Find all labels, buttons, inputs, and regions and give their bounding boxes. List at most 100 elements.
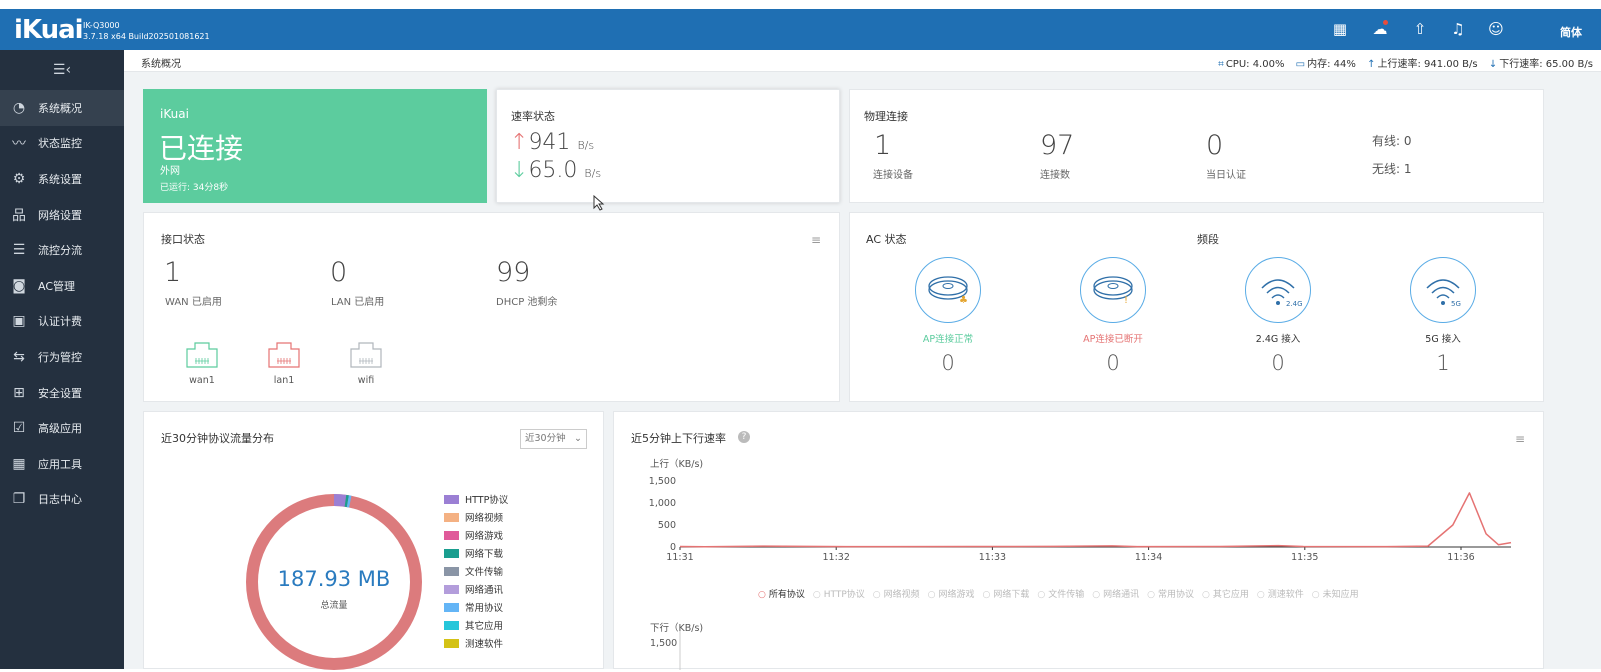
firewall-icon: ⊞: [0, 385, 38, 401]
rate-legend-item[interactable]: ○常用协议: [1147, 590, 1194, 600]
sidebar-item-5[interactable]: ◙AC管理: [0, 268, 124, 304]
breadcrumb: 系统概况: [141, 55, 181, 70]
legend-item[interactable]: 其它应用: [444, 618, 503, 632]
legend-item[interactable]: 网络游戏: [444, 528, 503, 542]
speed-title: 速率状态: [511, 108, 555, 124]
iface-title: 接口状态: [161, 231, 205, 247]
sidebar-item-10[interactable]: ▦应用工具: [0, 446, 124, 482]
total-traffic: 187.93 MB: [274, 567, 394, 591]
sidebar-item-9[interactable]: ☑高级应用: [0, 410, 124, 446]
sidebar-item-label: 安全设置: [38, 385, 82, 401]
rate-legend-item[interactable]: ○网络通讯: [1092, 590, 1139, 600]
wifi-icon: 5G: [1410, 257, 1476, 323]
sidebar-item-11[interactable]: ❐日志中心: [0, 482, 124, 518]
interface-status-card: 接口状态 ≡ 1 WAN 已启用 0 LAN 已启用 99 DHCP 池剩余 w…: [143, 212, 840, 402]
physical-connection-card: 物理连接 1 连接设备 97 连接数 0 当日认证 有线: 0 无线: 1: [849, 89, 1544, 203]
devices-value: 1: [874, 130, 891, 161]
sidebar-item-8[interactable]: ⊞安全设置: [0, 375, 124, 411]
sidebar-item-label: 系统概况: [38, 100, 82, 116]
sidebar-item-2[interactable]: ⚙系统设置: [0, 161, 124, 197]
legend-item[interactable]: 文件传输: [444, 564, 503, 578]
build-version: 3.7.18 x64 Build202501081621: [83, 31, 210, 42]
sidebar-item-label: 行为管控: [38, 349, 82, 365]
legend-item[interactable]: 网络通讯: [444, 582, 503, 596]
rate-legend-item[interactable]: ○网络视频: [873, 590, 920, 600]
lan-enabled-value: 0: [330, 257, 347, 288]
rate-legend-label: 其它应用: [1213, 590, 1249, 600]
rate-legend-label: 网络视频: [884, 590, 920, 600]
legend-swatch: [444, 585, 459, 594]
ac-item-value: 0: [1068, 351, 1158, 375]
cloud-icon[interactable]: ☁: [1370, 19, 1390, 39]
sidebar-item-6[interactable]: ▣认证计费: [0, 304, 124, 340]
top-bar: 系统概况 ⌗CPU: 4.00% ▭内存: 44% ↑上行速率: 941.00 …: [124, 50, 1601, 72]
sidebar-item-7[interactable]: ⇆行为管控: [0, 339, 124, 375]
memory-icon: ▭: [1296, 59, 1305, 70]
auth-label: 当日认证: [1206, 166, 1246, 181]
protocol-distribution-card: 近30分钟协议流量分布 近30分钟 ⌄ 187.93 MB 总流量 HTTP协议…: [143, 411, 604, 669]
port-0[interactable]: wan1: [184, 341, 220, 386]
memory-usage: 内存: 44%: [1307, 59, 1356, 70]
legend-label: 网络视频: [465, 510, 503, 524]
rate-legend-item[interactable]: ○网络游戏: [928, 590, 975, 600]
speed-down-value: 65.0: [528, 158, 577, 183]
x-tick-label: 11:33: [979, 552, 1006, 563]
sidebar-item-label: 流控分流: [38, 242, 82, 258]
rate-legend-item[interactable]: ○测速软件: [1257, 590, 1304, 600]
legend-item[interactable]: HTTP协议: [444, 492, 508, 506]
ac-item-label: 5G 接入: [1398, 331, 1488, 345]
upload-icon[interactable]: ⇧: [1410, 19, 1430, 39]
x-tick-label: 11:32: [823, 552, 850, 563]
list-menu-icon[interactable]: ≡: [811, 233, 821, 247]
time-range-select[interactable]: 近30分钟 ⌄: [520, 429, 587, 449]
port-1[interactable]: lan1: [266, 341, 302, 386]
port-label: wifi: [348, 375, 384, 386]
tools-icon: ▦: [0, 456, 38, 472]
x-tick-label: 11:31: [666, 552, 693, 563]
model-name: IK-Q3000: [83, 20, 210, 31]
bell-icon[interactable]: ♫: [1448, 19, 1468, 39]
rate-legend-item[interactable]: ○文件传输: [1037, 590, 1084, 600]
sidebar-item-4[interactable]: ☰流控分流: [0, 232, 124, 268]
ac-item-value: 1: [1398, 351, 1488, 375]
legend-item[interactable]: 测速软件: [444, 636, 503, 650]
rate-legend-label: 网络下载: [993, 590, 1029, 600]
menu-toggle-icon[interactable]: ☰‹: [0, 50, 124, 90]
dashboard-icon: ◔: [0, 100, 38, 116]
download-rate: 下行速率: 65.00 B/s: [1499, 59, 1593, 70]
sidebar-item-0[interactable]: ◔系统概况: [0, 90, 124, 126]
chevron-down-icon: ⌄: [574, 430, 582, 448]
legend-item[interactable]: 常用协议: [444, 600, 503, 614]
user-icon[interactable]: ☺: [1486, 19, 1506, 39]
rate-legend-item[interactable]: ○未知应用: [1312, 590, 1359, 600]
upload-rate: 上行速率: 941.00 B/s: [1377, 59, 1477, 70]
wan-type: 外网: [160, 162, 180, 177]
legend-swatch: [444, 603, 459, 612]
advanced-icon: ☑: [0, 420, 38, 436]
dhcp-remaining-label: DHCP 池剩余: [496, 293, 557, 308]
rate-legend-label: 未知应用: [1323, 590, 1359, 600]
port-2[interactable]: wifi: [348, 341, 384, 386]
gear-icon: ⚙: [0, 171, 38, 187]
logo[interactable]: iKuai: [14, 15, 83, 45]
legend-item[interactable]: 网络下载: [444, 546, 503, 560]
apps-icon[interactable]: ▦: [1330, 19, 1350, 39]
wired-count: 有线: 0: [1372, 132, 1412, 149]
rate-legend-label: 网络通讯: [1103, 590, 1139, 600]
down-axis-label: 下行（KB/s): [650, 620, 703, 634]
sidebar-item-3[interactable]: 品网络设置: [0, 197, 124, 233]
rate-legend-item[interactable]: ○所有协议: [758, 590, 805, 600]
rate-legend-item[interactable]: ○网络下载: [983, 590, 1030, 600]
legend-label: 网络通讯: [465, 582, 503, 596]
x-tick-label: 11:36: [1447, 552, 1474, 563]
rate-legend-item[interactable]: ○HTTP协议: [813, 590, 865, 600]
wan-uptime: 已运行: 34分8秒: [160, 180, 228, 193]
legend-item[interactable]: 网络视频: [444, 510, 503, 524]
rate-legend-item[interactable]: ○其它应用: [1202, 590, 1249, 600]
wan-status-card[interactable]: iKuai 已连接 外网 已运行: 34分8秒: [143, 89, 487, 203]
legend-dot-icon: ○: [1092, 590, 1100, 600]
sidebar-item-1[interactable]: 〰状态监控: [0, 126, 124, 162]
mouse-cursor-icon: [593, 195, 605, 211]
language-switch[interactable]: 简体: [1560, 24, 1582, 40]
